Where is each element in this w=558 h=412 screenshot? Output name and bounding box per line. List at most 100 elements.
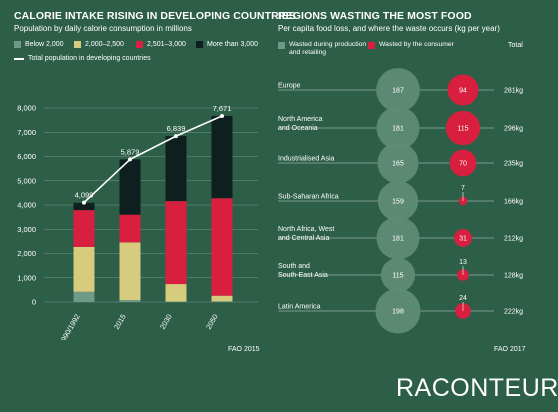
bar-segment	[211, 295, 233, 302]
production-bubble	[375, 288, 421, 334]
production-value: 159	[392, 199, 404, 206]
region-total: 212kg	[504, 236, 523, 243]
bar-segment	[165, 284, 187, 302]
consumer-bubble	[457, 269, 469, 281]
bar-segment	[73, 291, 95, 302]
total-population-label: 7,671	[213, 104, 232, 113]
legend-label: 2,000–2,500	[85, 41, 124, 48]
legend-swatch	[74, 41, 81, 48]
bar-segment	[119, 300, 141, 302]
production-value: 181	[392, 126, 404, 133]
bar-segment	[119, 159, 141, 215]
x-tick-label: 2050	[204, 313, 220, 331]
legend-swatch	[136, 41, 143, 48]
region-name: and Central Asia	[278, 235, 329, 242]
bar-segment	[73, 210, 95, 247]
legend-swatch	[14, 41, 21, 48]
total-population-point	[128, 157, 132, 162]
total-population-line	[83, 115, 223, 204]
total-population-label: 4,099	[75, 191, 94, 200]
legend-production: Wasted during production and retailing	[278, 41, 370, 57]
y-tick-label: 2,000	[17, 249, 36, 258]
consumer-bubble	[447, 74, 479, 106]
left-source: FAO 2015	[228, 346, 260, 353]
consumer-value: 115	[457, 126, 468, 133]
bar-segment	[211, 198, 233, 296]
region-name: South-East Asia	[278, 272, 328, 279]
total-population-label: 5,879	[121, 147, 140, 156]
total-population-point	[220, 113, 224, 118]
region-name: Europe	[278, 83, 301, 90]
y-tick-label: 1,000	[17, 273, 36, 282]
region-total: 222kg	[504, 309, 523, 316]
region-total: 281kg	[504, 88, 523, 95]
bar-segment	[119, 214, 141, 243]
total-header: Total	[508, 42, 523, 49]
production-bubble	[376, 106, 420, 150]
legend-label: Below 2,000	[25, 41, 64, 48]
bar-chart: 0 1,000 2,000 3,000 4,000 5,000 6,000 7,000 8,00…	[17, 104, 258, 341]
x-tick-label: 2015	[112, 313, 128, 331]
region-name: Industrialised Asia	[278, 156, 335, 163]
production-bubble	[377, 180, 419, 222]
bar-segment	[119, 242, 141, 301]
bar-segment	[73, 246, 95, 292]
consumer-value: 70	[459, 161, 467, 168]
consumer-value: 24	[459, 295, 467, 302]
legend-line-item: Total population in developing countries	[14, 55, 151, 62]
right-chart-title: REGIONS WASTING THE MOST FOOD	[278, 10, 472, 22]
production-bubble	[376, 216, 420, 260]
region-name: Latin America	[278, 304, 321, 311]
total-population-point	[82, 200, 86, 205]
consumer-bubble	[454, 229, 472, 247]
legend-swatch-production	[278, 42, 285, 49]
y-tick-label: 7,000	[17, 128, 36, 137]
consumer-value: 31	[459, 236, 467, 243]
brand-logo: RACONTEUR	[396, 374, 558, 402]
legend-swatch	[196, 41, 203, 48]
bar-segment	[165, 136, 187, 202]
region-name: North Africa, West	[278, 226, 334, 233]
consumer-bubble	[449, 149, 477, 177]
production-value: 198	[392, 309, 404, 316]
region-total: 296kg	[504, 126, 523, 133]
consumer-value: 7	[461, 185, 465, 192]
region-total: 128kg	[504, 273, 523, 280]
region-total: 235kg	[504, 161, 523, 168]
legend-label: More than 3,000	[207, 41, 258, 48]
legend-consumer-label: Wasted by the consumer	[379, 41, 454, 48]
production-value: 181	[392, 236, 404, 243]
bar-segment	[211, 301, 233, 302]
left-chart-title: CALORIE INTAKE RISING IN DEVELOPING COUN…	[14, 10, 296, 22]
total-population-point	[174, 134, 178, 139]
legend-production-label: Wasted during production and retailing	[289, 41, 367, 56]
right-chart-subtitle: Per capita food loss, and where the wast…	[278, 24, 500, 33]
left-chart-subtitle: Population by daily calorie consumption …	[14, 24, 192, 33]
production-value: 165	[392, 161, 404, 168]
region-name: and Oceania	[278, 125, 318, 132]
region-name: North America	[278, 116, 322, 123]
x-tick-label: 1990/1992	[57, 313, 82, 341]
legend-consumer: Wasted by the consumer	[368, 41, 464, 49]
y-tick-label: 4,000	[17, 201, 36, 210]
x-tick-label: 2030	[158, 313, 174, 331]
production-bubble	[376, 68, 420, 112]
bar-segment	[165, 201, 187, 285]
legend-line-swatch	[14, 57, 24, 60]
legend-line-label: Total population in developing countries	[28, 55, 151, 62]
bar-segment	[73, 202, 95, 211]
right-source: FAO 2017	[494, 346, 526, 353]
y-tick-label: 6,000	[17, 152, 36, 161]
total-population-label: 6,839	[167, 124, 186, 133]
region-total: 166kg	[504, 199, 523, 206]
production-bubble	[380, 257, 416, 293]
bar-segment	[211, 116, 233, 199]
y-tick-label: 3,000	[17, 225, 36, 234]
region-name: South and	[278, 263, 310, 270]
consumer-value: 94	[459, 88, 467, 95]
bubble-chart: 187 94 Europe 281kg 181 115 North America and O…	[278, 68, 523, 334]
y-tick-label: 5,000	[17, 176, 36, 185]
consumer-value: 13	[459, 259, 467, 266]
legend-item: Below 2,000	[14, 41, 64, 48]
consumer-bubble	[445, 110, 481, 146]
